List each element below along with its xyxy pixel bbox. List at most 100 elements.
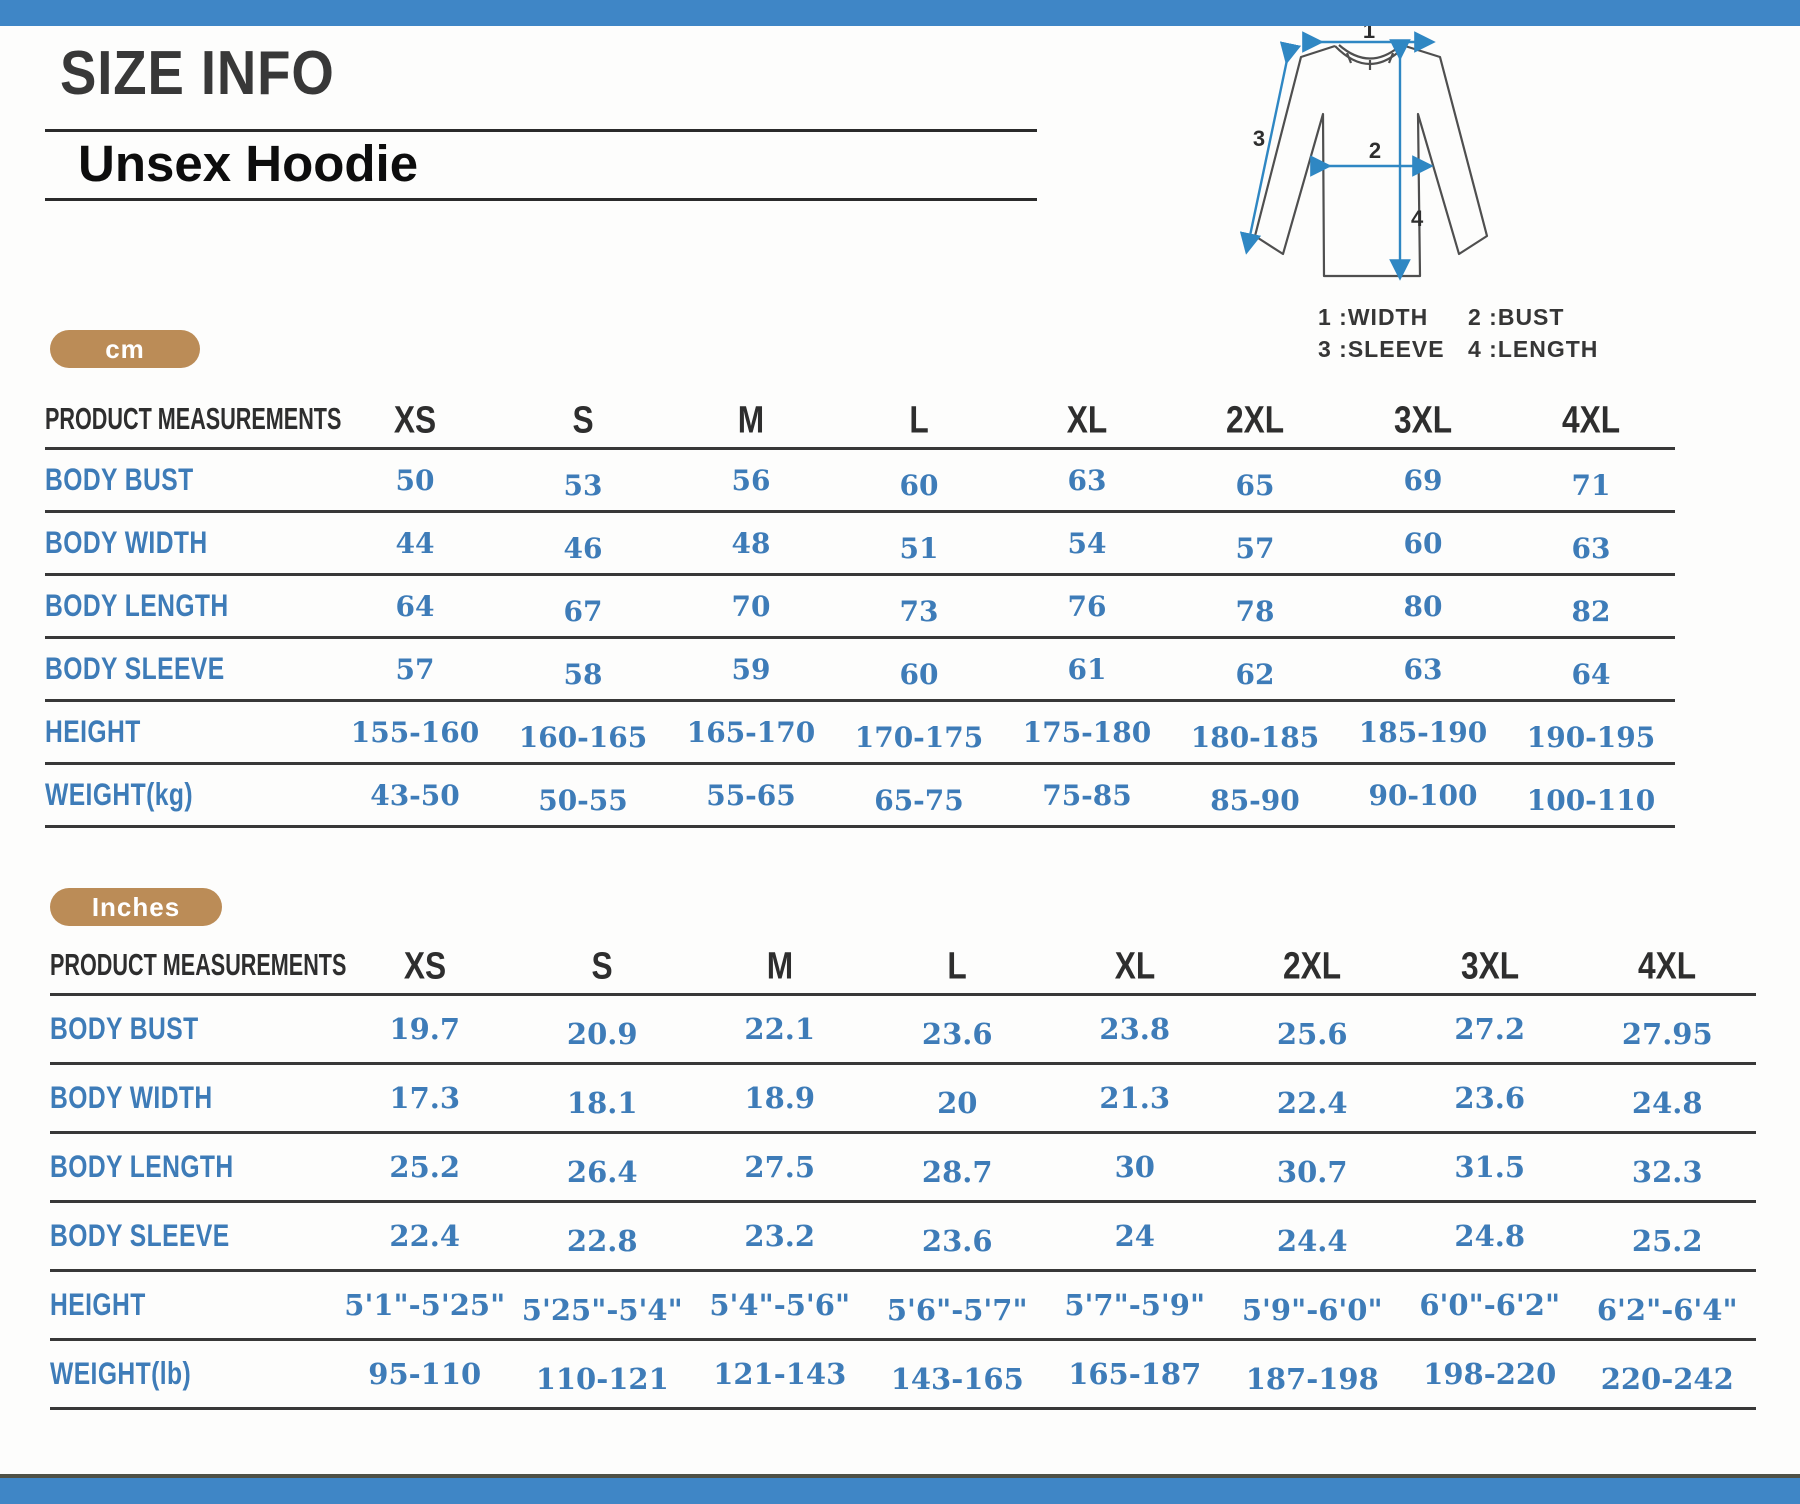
measurement-value: 57 <box>331 637 499 702</box>
measurement-value: 23.6 <box>1401 1063 1579 1134</box>
measurement-value: 59 <box>667 637 835 702</box>
measurement-value: 18.1 <box>513 1068 691 1139</box>
measurement-value: 50 <box>331 448 499 513</box>
measurement-value: 64 <box>331 574 499 639</box>
measurement-value: 28.7 <box>868 1137 1046 1208</box>
measurement-value: 143-165 <box>868 1344 1046 1415</box>
measurement-value: 56 <box>667 448 835 513</box>
measurement-value: 26.4 <box>513 1137 691 1208</box>
measurement-value: 24.4 <box>1223 1206 1401 1277</box>
measurement-row: BODY LENGTH 64 67 70 73 76 78 80 82 <box>45 574 1675 644</box>
top-border-bar <box>0 0 1800 26</box>
measurement-value: 220-242 <box>1578 1344 1756 1415</box>
measurement-value: 64 <box>1507 642 1675 707</box>
measurement-row: BODY SLEEVE 22.4 22.8 23.2 23.6 24 24.4 24.8 25.… <box>50 1201 1756 1277</box>
bottom-border-bar <box>0 1474 1800 1504</box>
measurement-row: BODY SLEEVE 57 58 59 60 61 62 63 64 <box>45 637 1675 707</box>
measurement-value: 67 <box>499 579 667 644</box>
legend-sleeve: 3 :SLEEVE <box>1318 336 1445 362</box>
measurement-row: HEIGHT 5'1"-5'25" 5'25"-5'4" 5'4"-5'6" 5'6"-… <box>50 1270 1756 1346</box>
title-divider-top <box>45 129 1037 132</box>
measurement-value: 5'7"-5'9" <box>1046 1270 1224 1341</box>
title-divider-bottom <box>45 198 1037 201</box>
measurement-row-label: BODY BUST <box>45 448 331 513</box>
unit-badge-inches: Inches <box>50 888 222 926</box>
measurement-value: 90-100 <box>1339 763 1507 828</box>
measurement-value: 23.8 <box>1046 994 1224 1065</box>
measurement-value: 175-180 <box>1003 700 1171 765</box>
product-measurements-header: PRODUCT MEASUREMENTS <box>45 392 341 450</box>
measurement-value: 65-75 <box>835 768 1003 833</box>
measurement-value: 63 <box>1507 516 1675 581</box>
measurement-value: 5'6"-5'7" <box>868 1275 1046 1346</box>
measurement-value: 160-165 <box>499 705 667 770</box>
measurement-value: 57 <box>1171 516 1339 581</box>
size-column-header: XS <box>331 392 499 450</box>
measurement-row-label: BODY LENGTH <box>50 1132 336 1203</box>
measurement-value: 43-50 <box>331 763 499 828</box>
measurement-value: 190-195 <box>1507 705 1675 770</box>
measurement-value: 63 <box>1339 637 1507 702</box>
size-column-header: 3XL <box>1401 938 1579 996</box>
measurement-value: 46 <box>499 516 667 581</box>
measurement-value: 44 <box>331 511 499 576</box>
diagram-legend: 1 :WIDTH 2 :BUST 3 :SLEEVE 4 :LENGTH <box>1318 304 1598 363</box>
measurement-row-label: BODY BUST <box>50 994 336 1065</box>
measurement-value: 21.3 <box>1046 1063 1224 1134</box>
size-column-header: XL <box>1003 392 1171 450</box>
legend-bust: 2 :BUST <box>1468 304 1565 330</box>
measurement-value: 48 <box>667 511 835 576</box>
measurement-value: 5'25"-5'4" <box>513 1275 691 1346</box>
measurement-value: 5'4"-5'6" <box>691 1270 869 1341</box>
marker-4-length: 4 <box>1411 206 1424 231</box>
measurement-value: 6'2"-6'4" <box>1578 1275 1756 1346</box>
measurement-value: 165-170 <box>667 700 835 765</box>
measurement-row-label: WEIGHT(lb) <box>50 1339 336 1410</box>
size-table-inches: PRODUCT MEASUREMENTS XS S M L XL 2XL 3XL 4XL BODY… <box>50 938 1756 1415</box>
measurement-value: 76 <box>1003 574 1171 639</box>
size-column-header: M <box>691 938 869 996</box>
measurement-value: 22.4 <box>336 1201 514 1272</box>
measurement-value: 155-160 <box>331 700 499 765</box>
size-column-header: L <box>868 938 1046 996</box>
size-column-header: 3XL <box>1339 392 1507 450</box>
measurement-value: 70 <box>667 574 835 639</box>
measurement-value: 85-90 <box>1171 768 1339 833</box>
measurement-value: 30 <box>1046 1132 1224 1203</box>
size-column-header: XL <box>1046 938 1224 996</box>
size-column-header: M <box>667 392 835 450</box>
size-column-header: 2XL <box>1171 392 1339 450</box>
measurement-row: BODY LENGTH 25.2 26.4 27.5 28.7 30 30.7 31.5 32.… <box>50 1132 1756 1208</box>
size-column-header: XS <box>336 938 514 996</box>
size-column-header: 4XL <box>1507 392 1675 450</box>
marker-1-width: 1 <box>1363 26 1375 43</box>
measurement-value: 20 <box>868 1068 1046 1139</box>
measurement-value: 30.7 <box>1223 1137 1401 1208</box>
measurement-value: 23.6 <box>868 999 1046 1070</box>
measurement-value: 6'0"-6'2" <box>1401 1270 1579 1341</box>
measurement-value: 25.6 <box>1223 999 1401 1070</box>
measurement-value: 73 <box>835 579 1003 644</box>
measurement-value: 55-65 <box>667 763 835 828</box>
marker-2-bust: 2 <box>1369 138 1381 163</box>
measurement-value: 69 <box>1339 448 1507 513</box>
measurement-value: 100-110 <box>1507 768 1675 833</box>
measurement-value: 60 <box>835 642 1003 707</box>
measurement-value: 180-185 <box>1171 705 1339 770</box>
size-table-header-row: PRODUCT MEASUREMENTS XS S M L XL 2XL 3XL 4XL <box>45 392 1675 450</box>
measurement-value: 75-85 <box>1003 763 1171 828</box>
size-table-header-row: PRODUCT MEASUREMENTS XS S M L XL 2XL 3XL 4XL <box>50 938 1756 996</box>
measurement-row-label: BODY WIDTH <box>50 1063 336 1134</box>
measurement-value: 78 <box>1171 579 1339 644</box>
measurement-row: BODY WIDTH 17.3 18.1 18.9 20 21.3 22.4 23.6 24.8 <box>50 1063 1756 1139</box>
measurement-row-label: WEIGHT(kg) <box>45 763 331 828</box>
measurement-value: 22.8 <box>513 1206 691 1277</box>
measurement-value: 32.3 <box>1578 1137 1756 1208</box>
measurement-value: 23.2 <box>691 1201 869 1272</box>
measurement-arrows <box>1239 31 1436 281</box>
measurement-row-label: BODY WIDTH <box>45 511 331 576</box>
measurement-row: BODY WIDTH 44 46 48 51 54 57 60 63 <box>45 511 1675 581</box>
measurement-value: 110-121 <box>513 1344 691 1415</box>
measurement-value: 17.3 <box>336 1063 514 1134</box>
measurement-value: 95-110 <box>336 1339 514 1410</box>
